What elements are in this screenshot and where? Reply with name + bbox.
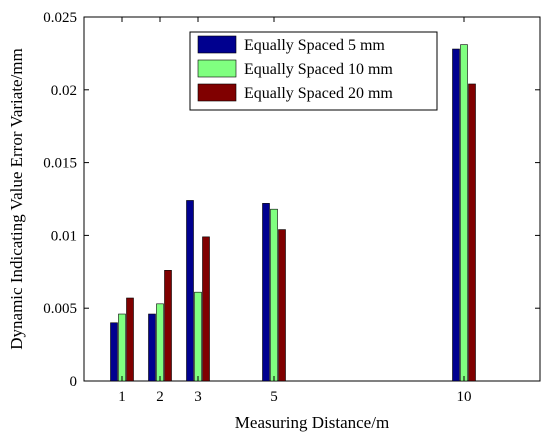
legend-label: Equally Spaced 20 mm xyxy=(244,85,393,102)
bar-equally-spaced-10-mm-x2 xyxy=(156,303,164,382)
y-tick-label: 0 xyxy=(70,374,78,390)
x-axis-ticks: 1 2 3 5 10 xyxy=(118,17,472,405)
y-axis-ticks: 0 0.005 0.01 0.015 0.02 0.025 xyxy=(43,10,540,390)
bar-equally-spaced-10-mm-x3 xyxy=(194,291,202,382)
y-tick-label: 0.025 xyxy=(43,10,77,26)
legend: Equally Spaced 5 mm Equally Spaced 10 mm E… xyxy=(189,31,438,111)
legend-swatch xyxy=(197,59,237,78)
bar-equally-spaced-20-mm-x10 xyxy=(468,83,476,382)
bar-equally-spaced-20-mm-x5 xyxy=(278,229,286,382)
x-tick-label: 1 xyxy=(118,389,126,405)
legend-label: Equally Spaced 5 mm xyxy=(244,37,385,54)
bar-equally-spaced-20-mm-x3 xyxy=(202,236,210,382)
x-axis-label: Measuring Distance/m xyxy=(235,413,389,432)
bar-equally-spaced-10-mm-x1 xyxy=(118,313,126,382)
bar-equally-spaced-10-mm-x5 xyxy=(270,208,278,382)
bar-equally-spaced-20-mm-x2 xyxy=(164,270,172,382)
x-tick-label: 3 xyxy=(194,389,202,405)
bar-equally-spaced-5-mm-x5 xyxy=(262,203,270,382)
legend-swatch xyxy=(197,35,237,54)
y-tick-label: 0.005 xyxy=(43,301,77,317)
legend-swatch xyxy=(197,83,237,102)
x-tick-label: 10 xyxy=(457,389,472,405)
x-tick-label: 5 xyxy=(270,389,278,405)
bar-equally-spaced-5-mm-x1 xyxy=(110,322,118,382)
y-tick-label: 0.02 xyxy=(51,83,77,99)
bar-equally-spaced-5-mm-x2 xyxy=(148,313,156,382)
x-tick-label: 2 xyxy=(156,389,164,405)
bar-equally-spaced-5-mm-x10 xyxy=(452,48,460,382)
y-tick-label: 0.01 xyxy=(51,228,77,244)
legend-label: Equally Spaced 10 mm xyxy=(244,61,393,78)
bar-equally-spaced-10-mm-x10 xyxy=(460,44,468,382)
y-axis-label: Dynamic Indicating Value Error Variate/m… xyxy=(7,48,26,350)
bar-equally-spaced-5-mm-x3 xyxy=(186,200,194,382)
bar-equally-spaced-20-mm-x1 xyxy=(126,297,134,382)
y-tick-label: 0.015 xyxy=(43,156,77,172)
